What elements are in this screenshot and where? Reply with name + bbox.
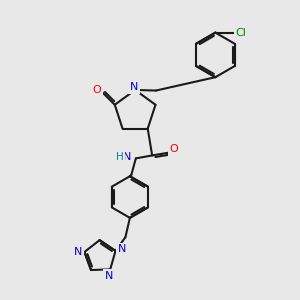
Text: H: H — [116, 152, 123, 162]
Text: N: N — [130, 82, 138, 92]
Text: N: N — [118, 244, 126, 254]
Text: N: N — [105, 271, 113, 281]
Text: O: O — [93, 85, 101, 95]
Text: O: O — [169, 145, 178, 154]
Text: Cl: Cl — [236, 28, 247, 38]
Text: N: N — [74, 247, 82, 257]
Text: N: N — [123, 152, 132, 162]
